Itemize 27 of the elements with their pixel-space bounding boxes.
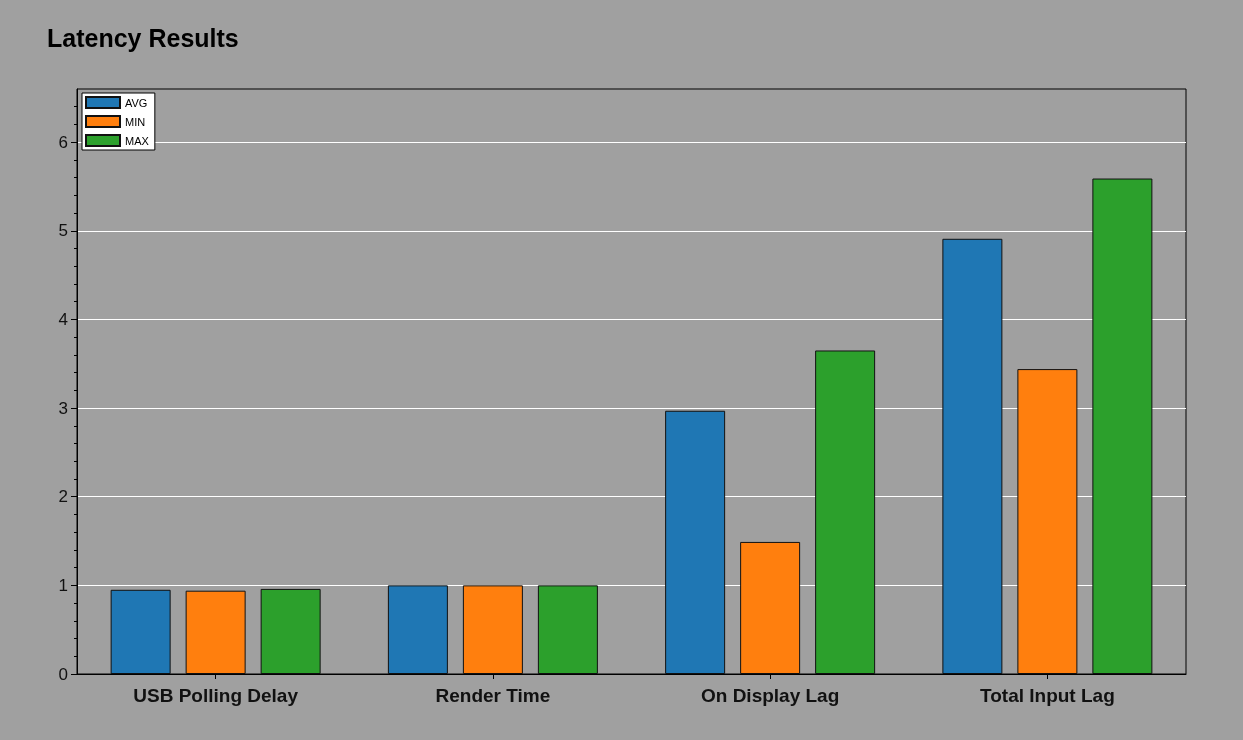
bar xyxy=(815,350,876,674)
bar xyxy=(740,541,801,674)
x-tick-label: USB Polling Delay xyxy=(133,685,299,706)
y-tick-label: 4 xyxy=(58,309,68,329)
bar xyxy=(1017,369,1078,674)
legend-label: AVG xyxy=(125,96,148,109)
y-tick-label: 3 xyxy=(58,398,68,418)
bar xyxy=(110,589,171,674)
legend-label: MIN xyxy=(125,115,146,128)
x-tick-label: Total Input Lag xyxy=(980,685,1115,706)
bar xyxy=(665,410,726,674)
bar xyxy=(185,590,246,674)
x-tick-label: Render Time xyxy=(435,685,551,706)
chart-title: Latency Results xyxy=(47,23,239,52)
bar xyxy=(537,585,598,674)
bar xyxy=(260,588,321,674)
x-tick-label: On Display Lag xyxy=(700,685,840,706)
bar xyxy=(387,585,448,674)
y-tick-label: 2 xyxy=(58,487,68,507)
bar xyxy=(942,238,1003,674)
bar xyxy=(462,585,523,674)
y-tick-label: 1 xyxy=(58,575,68,595)
y-tick-label: 0 xyxy=(58,664,68,684)
y-tick-label: 6 xyxy=(58,132,68,152)
y-tick-label: 5 xyxy=(58,221,68,241)
bar xyxy=(1092,178,1153,674)
legend-label: MAX xyxy=(125,134,150,147)
